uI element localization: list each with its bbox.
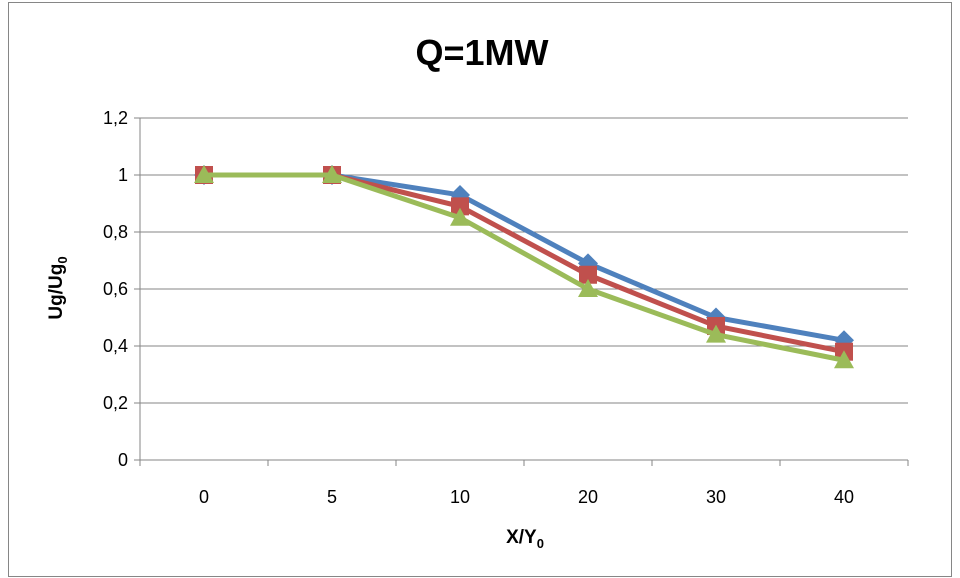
y-tick-label: 0,2 [103, 393, 128, 413]
y-axis-label: Ug/Ug0 [46, 256, 70, 319]
x-tick-label: 0 [199, 487, 209, 507]
series-1 [194, 165, 854, 351]
y-tick-label: 0,6 [103, 279, 128, 299]
y-tick-label: 1 [118, 165, 128, 185]
series-3 [194, 165, 854, 369]
series [194, 165, 854, 369]
data-point [579, 265, 597, 284]
x-tick-label: 5 [327, 487, 337, 507]
y-axis-label-main: Ug/Ug [46, 264, 67, 320]
x-tick-label: 20 [578, 487, 598, 507]
data-point [450, 207, 470, 226]
y-tick-label: 0,4 [103, 336, 128, 356]
chart-title: Q=1MW [415, 32, 548, 73]
x-axis-label-main: X/Y [506, 527, 537, 548]
x-axis-label-sub: 0 [537, 536, 544, 551]
series-line [204, 172, 845, 343]
y-axis-ticks: 0 0,2 0,4 0,6 0,8 1 1,2 [103, 108, 140, 470]
data-point [834, 350, 854, 369]
x-axis-label: X/Y0 [506, 527, 544, 551]
series-line [204, 172, 845, 363]
y-tick-label: 0,8 [103, 222, 128, 242]
data-point [578, 279, 598, 297]
x-tick-label: 40 [834, 487, 854, 507]
x-axis-ticks: 0 5 10 20 30 40 [139, 460, 909, 507]
x-tick-label: 10 [450, 487, 470, 507]
data-point [322, 165, 342, 183]
series-2 [195, 166, 853, 361]
y-tick-label: 1,2 [103, 108, 128, 128]
y-tick-label: 0 [118, 450, 128, 470]
grid [140, 117, 908, 404]
x-tick-label: 30 [706, 487, 726, 507]
data-point [706, 324, 726, 343]
data-point [194, 165, 214, 183]
data-point [451, 197, 469, 216]
y-axis-label-sub: 0 [55, 256, 70, 263]
